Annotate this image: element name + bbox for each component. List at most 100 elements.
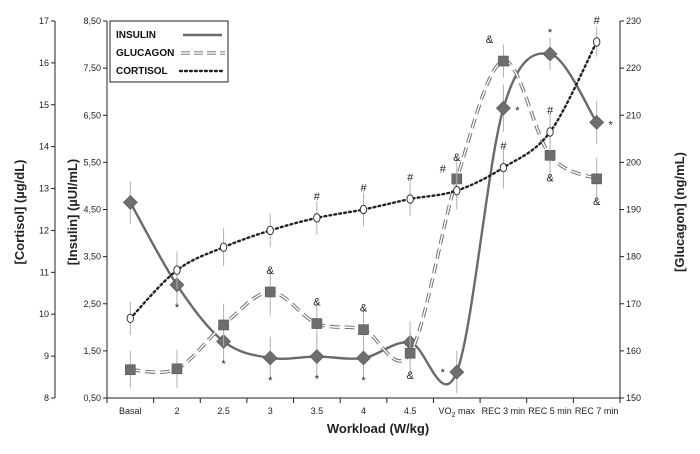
significance-marker: &	[360, 303, 368, 315]
cortisol-point	[359, 204, 368, 215]
legend-label-glucagon: GLUCAGON	[116, 48, 174, 59]
insulin-point	[122, 195, 138, 210]
glucagon-tick-label: 150	[626, 393, 641, 403]
significance-marker: #	[500, 141, 507, 153]
glucagon-point	[171, 363, 183, 375]
significance-marker: #	[314, 191, 321, 203]
cortisol-point	[266, 225, 274, 236]
significance-marker: *	[361, 375, 366, 387]
cortisol-tick-label: 10	[39, 309, 49, 319]
cortisol-point	[313, 213, 321, 223]
insulin-point	[262, 350, 278, 366]
significance-marker: &	[486, 34, 494, 46]
cortisol-tick-label: 8	[44, 393, 49, 403]
cortisol-point	[173, 265, 181, 275]
cortisol-point	[499, 162, 508, 173]
significance-marker: #	[440, 164, 447, 176]
significance-marker: *	[548, 27, 553, 39]
significance-marker: *	[268, 375, 273, 387]
insulin-tick-label: 7,50	[83, 63, 101, 73]
significance-marker: *	[515, 105, 520, 117]
insulin-point	[495, 100, 511, 116]
glucagon-axis: 150 160 170 180 190 200 210 220 230	[619, 16, 641, 403]
insulin-tick-label: 2,50	[83, 299, 101, 309]
cortisol-point	[126, 313, 135, 324]
glucagon-tick-label: 170	[626, 299, 641, 309]
x-axis: Basal 2 2.5 3 3.5 4 4.5 VO2 max REC 3 min REC 5 m…	[106, 397, 621, 419]
series-layer	[122, 27, 605, 394]
cortisol-point	[592, 37, 601, 47]
significance-marker: &	[406, 370, 414, 382]
cortisol-tick-label: 17	[39, 16, 49, 26]
insulin-tick-label: 3,50	[83, 252, 101, 262]
x-tick-label: Basal	[119, 406, 142, 416]
glucagon-point	[125, 364, 136, 376]
insulin-point	[309, 349, 325, 364]
glucagon-point	[358, 324, 369, 335]
significance-marker: *	[315, 374, 320, 386]
significance-annotations: *** * *****&&&&&&&&#######	[175, 15, 614, 387]
glucagon-tick-label: 180	[626, 252, 641, 262]
insulin-tick-label: 6,50	[83, 110, 101, 120]
legend: INSULIN GLUCAGON CORTISOL	[109, 20, 229, 83]
glucagon-point	[498, 55, 509, 67]
cortisol-tick-label: 9	[44, 351, 49, 361]
significance-marker: &	[593, 196, 601, 208]
insulin-point	[589, 114, 605, 130]
cortisol-tick-label: 15	[39, 100, 49, 110]
x-tick-label: 2.5	[217, 406, 230, 416]
significance-marker: *	[609, 119, 614, 131]
insulin-tick-label: 1,50	[83, 346, 101, 356]
cortisol-point	[219, 242, 228, 252]
insulin-axis-title: [Insulin] (µUI/mL)	[65, 159, 80, 265]
significance-marker: &	[453, 152, 461, 164]
insulin-tick-label: 0,50	[83, 393, 101, 403]
significance-marker: *	[441, 367, 446, 379]
glucagon-axis-title: [Glucagon] (ng/mL)	[672, 152, 687, 272]
glucagon-tick-label: 220	[626, 63, 641, 73]
glucagon-tick-label: 200	[626, 157, 641, 167]
glucagon-tick-label: 210	[626, 110, 641, 120]
significance-marker: &	[267, 265, 275, 277]
glucagon-tick-label: 230	[626, 16, 641, 26]
significance-marker: #	[360, 183, 367, 195]
x-tick-label: REC 5 min	[528, 406, 572, 416]
insulin-point	[356, 350, 371, 366]
cortisol-tick-label: 12	[39, 225, 49, 235]
cortisol-tick-label: 16	[39, 58, 49, 68]
cortisol-axis-title: [Cortisol] (µg/dL)	[12, 160, 27, 265]
insulin-tick-label: 5,50	[83, 157, 101, 167]
cortisol-tick-label: 14	[39, 142, 49, 152]
cortisol-tick-label: 13	[39, 184, 49, 194]
cortisol-point	[406, 194, 414, 204]
glucagon-point	[591, 173, 602, 185]
insulin-tick-label: 8,50	[83, 16, 101, 26]
significance-marker: *	[221, 358, 226, 370]
x-tick-label: 4.5	[404, 406, 417, 416]
insulin-point	[542, 46, 558, 62]
glucagon-point	[311, 318, 323, 329]
x-tick-label: REC 7 min	[575, 406, 619, 416]
significance-marker: *	[175, 302, 180, 314]
significance-marker: #	[547, 105, 554, 117]
significance-marker: #	[594, 15, 601, 27]
cortisol-series	[126, 27, 601, 336]
cortisol-point	[546, 127, 554, 137]
glucagon-tick-label: 160	[626, 346, 641, 356]
x-tick-label: 3.5	[311, 406, 324, 416]
significance-marker: #	[407, 172, 414, 184]
legend-label-insulin: INSULIN	[116, 30, 156, 41]
legend-label-cortisol: CORTISOL	[116, 66, 168, 77]
insulin-tick-label: 4,50	[83, 205, 101, 215]
insulin-point	[449, 364, 465, 380]
cortisol-point	[453, 185, 461, 196]
cortisol-tick-label: 11	[40, 267, 49, 277]
significance-marker: &	[546, 172, 554, 184]
glucagon-point	[218, 319, 229, 331]
x-tick-label: 3	[268, 406, 273, 416]
x-tick-label: REC 3 min	[482, 406, 526, 416]
x-tick-label: 2	[174, 406, 179, 416]
glucagon-point	[264, 286, 276, 298]
x-axis-title: Workload (W/kg)	[327, 421, 429, 436]
